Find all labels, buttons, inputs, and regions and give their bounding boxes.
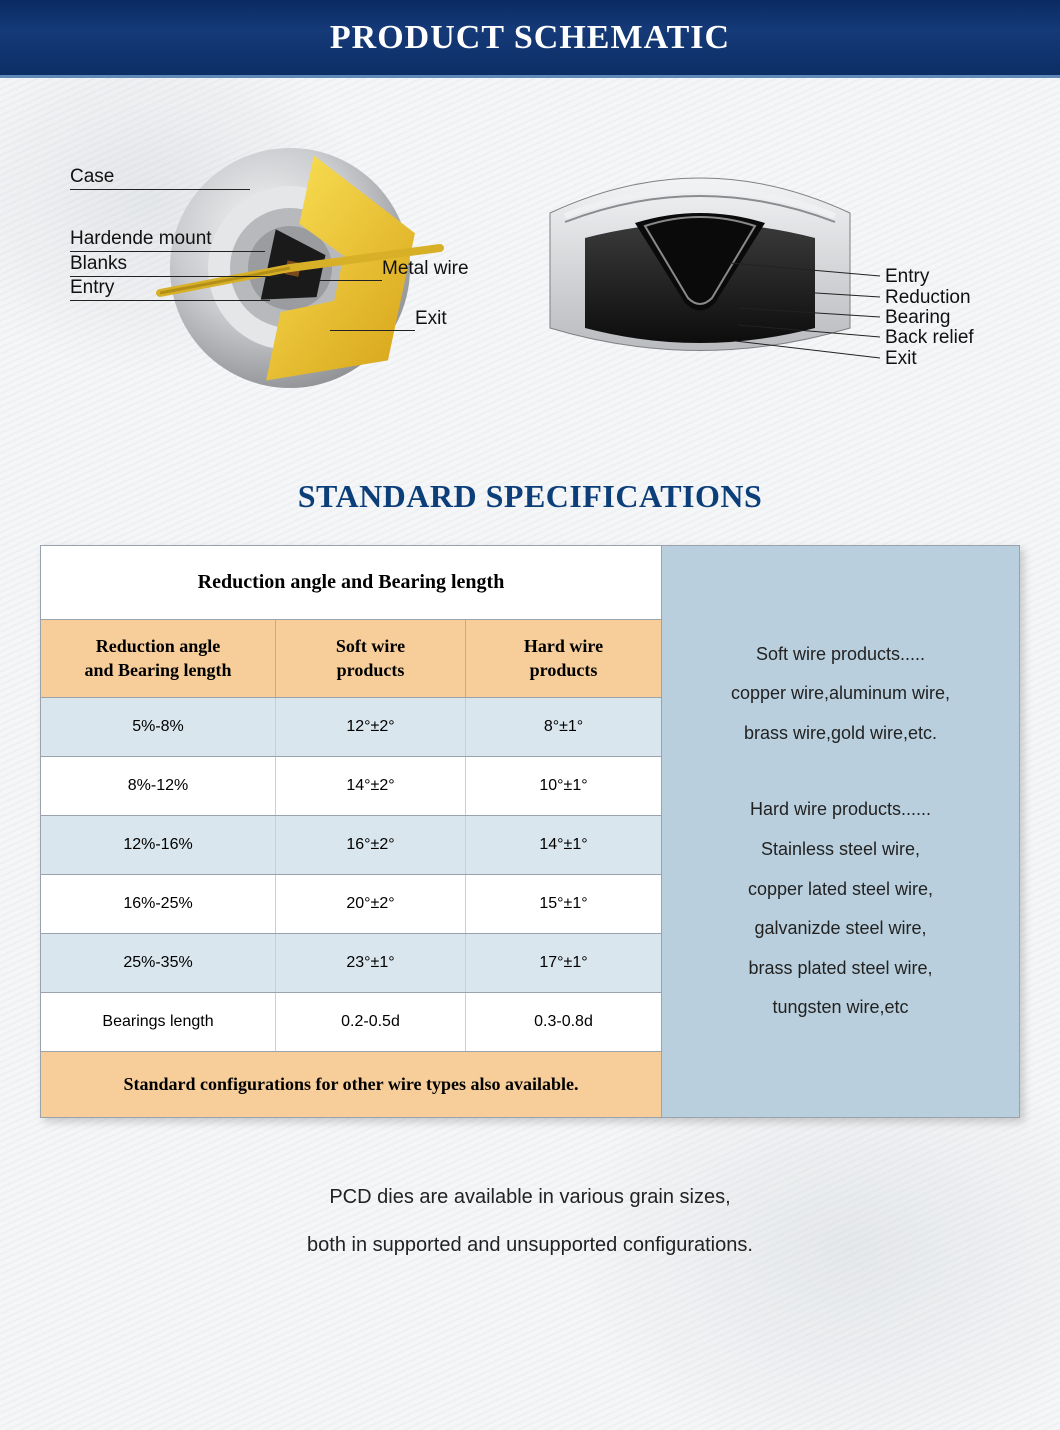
- cell: 10°±1°: [466, 757, 661, 815]
- hard-wire-line: copper lated steel wire,: [682, 870, 999, 910]
- cell: 0.2-0.5d: [276, 993, 466, 1051]
- label-reduction: Reduction: [885, 287, 971, 309]
- cell: 5%-8%: [41, 698, 276, 756]
- cell: 25%-35%: [41, 934, 276, 992]
- soft-wire-block: Soft wire products..... copper wire,alum…: [682, 635, 999, 754]
- table-footer: Standard configurations for other wire t…: [41, 1052, 661, 1117]
- cell: 12%-16%: [41, 816, 276, 874]
- hard-wire-line: galvanizde steel wire,: [682, 909, 999, 949]
- cell: Bearings length: [41, 993, 276, 1051]
- footnote: PCD dies are available in various grain …: [0, 1173, 1060, 1269]
- hard-wire-title: Hard wire products......: [682, 790, 999, 830]
- cell: 8%-12%: [41, 757, 276, 815]
- label-bearing: Bearing: [885, 307, 951, 329]
- hard-wire-line: Stainless steel wire,: [682, 830, 999, 870]
- leader-line: [320, 280, 382, 281]
- leader-line: [330, 330, 415, 331]
- label-case: Case: [70, 166, 114, 188]
- cell: 17°±1°: [466, 934, 661, 992]
- cell: 23°±1°: [276, 934, 466, 992]
- label-hardened-mount: Hardende mount: [70, 228, 212, 250]
- page-title: PRODUCT SCHEMATIC: [330, 19, 730, 57]
- soft-wire-line: copper wire,aluminum wire,: [682, 674, 999, 714]
- header-bar: PRODUCT SCHEMATIC: [0, 0, 1060, 78]
- label-metal-wire: Metal wire: [382, 258, 469, 280]
- hard-wire-line: tungsten wire,etc: [682, 988, 999, 1028]
- right-leader-lines: [720, 243, 890, 383]
- table-row: Bearings length 0.2-0.5d 0.3-0.8d: [41, 993, 661, 1052]
- label-entry-right: Entry: [885, 266, 929, 288]
- label-blanks: Blanks: [70, 253, 127, 275]
- col-header-1: Soft wireproducts: [276, 620, 466, 697]
- label-exit-left: Exit: [415, 308, 447, 330]
- spec-table: Reduction angle and Bearing length Reduc…: [41, 546, 662, 1117]
- leader-line: [70, 300, 270, 301]
- cell: 16%-25%: [41, 875, 276, 933]
- col-header-2: Hard wireproducts: [466, 620, 661, 697]
- table-row: 5%-8% 12°±2° 8°±1°: [41, 698, 661, 757]
- table-row: 8%-12% 14°±2° 10°±1°: [41, 757, 661, 816]
- table-row: 25%-35% 23°±1° 17°±1°: [41, 934, 661, 993]
- leader-line: [70, 189, 250, 190]
- footnote-line2: both in supported and unsupported config…: [0, 1221, 1060, 1269]
- spec-panel: Reduction angle and Bearing length Reduc…: [40, 545, 1020, 1118]
- cell: 8°±1°: [466, 698, 661, 756]
- soft-wire-line: brass wire,gold wire,etc.: [682, 714, 999, 754]
- spec-side-notes: Soft wire products..... copper wire,alum…: [662, 546, 1019, 1117]
- label-back-relief: Back relief: [885, 327, 974, 349]
- soft-wire-title: Soft wire products.....: [682, 635, 999, 675]
- hard-wire-line: brass plated steel wire,: [682, 949, 999, 989]
- table-row: 16%-25% 20°±2° 15°±1°: [41, 875, 661, 934]
- table-row: 12%-16% 16°±2° 14°±1°: [41, 816, 661, 875]
- cell: 14°±1°: [466, 816, 661, 874]
- label-entry-left: Entry: [70, 277, 114, 299]
- specs-heading: STANDARD SPECIFICATIONS: [0, 478, 1060, 515]
- cell: 15°±1°: [466, 875, 661, 933]
- footnote-line1: PCD dies are available in various grain …: [0, 1173, 1060, 1221]
- cell: 16°±2°: [276, 816, 466, 874]
- cell: 12°±2°: [276, 698, 466, 756]
- leader-line: [70, 251, 265, 252]
- table-title: Reduction angle and Bearing length: [41, 546, 661, 620]
- cell: 14°±2°: [276, 757, 466, 815]
- table-header-row: Reduction angleand Bearing length Soft w…: [41, 620, 661, 698]
- hard-wire-block: Hard wire products...... Stainless steel…: [682, 790, 999, 1028]
- cell: 0.3-0.8d: [466, 993, 661, 1051]
- col-header-0: Reduction angleand Bearing length: [41, 620, 276, 697]
- cell: 20°±2°: [276, 875, 466, 933]
- schematic-zone: Case Hardende mount Blanks Entry Metal w…: [0, 78, 1060, 458]
